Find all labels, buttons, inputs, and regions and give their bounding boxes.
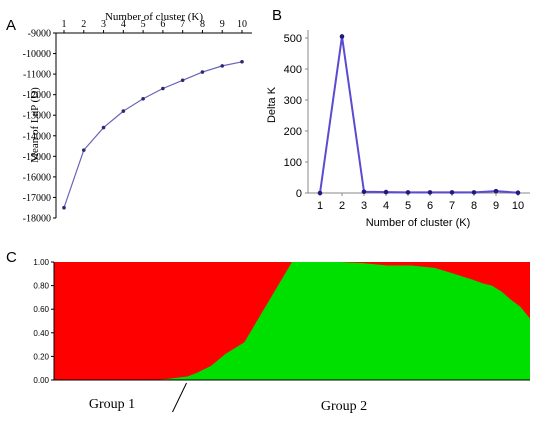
panel-a-y-tick-label: -14000 (23, 131, 51, 142)
panel-b-y-tick-label: 0 (296, 188, 302, 200)
panel-b-y-axis-label: Delta K (266, 86, 278, 123)
group-divider-line (172, 382, 187, 413)
panel-b-y-tick-label: 100 (284, 157, 302, 169)
panel-b-x-tick-label: 6 (427, 200, 433, 212)
panel-b-data-point (361, 189, 367, 195)
panel-b-x-tick-label: 2 (339, 200, 345, 212)
panel-a-x-tick-label: 2 (81, 19, 86, 30)
panel-a-y-tick-label: -16000 (23, 172, 51, 183)
panel-a-data-point (62, 205, 66, 210)
panel-a-data-point (220, 64, 225, 68)
panel-a-data-point (121, 109, 126, 113)
panel-c-green-area (54, 262, 530, 380)
panel-b-x-tick-label: 10 (512, 200, 524, 212)
panel-b-data-point (427, 190, 433, 195)
panel-b-y-tick-label: 400 (284, 64, 302, 76)
group-2-label: Group 2 (321, 399, 367, 414)
panel-b-x-tick-label: 9 (493, 200, 499, 212)
panel-a-x-axis-label: Number of cluster (K) (105, 11, 203, 23)
panel-a-x-tick-label: 9 (220, 19, 225, 30)
panel-a-y-tick-label: -18000 (23, 214, 51, 225)
panel-b-data-point (383, 189, 389, 195)
panel-a-y-tick-label: -11000 (23, 70, 51, 81)
panel-b-x-tick-label: 4 (383, 200, 389, 212)
panel-a-y-tick-label: -15000 (23, 152, 51, 163)
group-1-label: Group 1 (89, 397, 135, 412)
panel-b-x-tick-label: 3 (361, 200, 367, 212)
panel-c-y-tick-label: 0.20 (33, 352, 49, 361)
panel-a-x-tick-label: 8 (200, 19, 205, 30)
panel-a-x-tick-label: 4 (121, 19, 126, 30)
panel-c-chart: Group 1 Group 2 0.00 0.20 0.40 0.60 0.80 1.00 (33, 258, 530, 414)
panel-a-x-tick-label: 10 (237, 19, 247, 30)
panel-a-y-tick-label: -12000 (23, 90, 51, 101)
panel-b-data-point (317, 190, 323, 196)
panel-letter-b: B (272, 7, 282, 24)
panel-b-y-tick-label: 300 (284, 95, 302, 107)
panel-a-data-point (141, 96, 145, 101)
panel-b-x-tick-label: 7 (449, 200, 455, 212)
panel-a-x-tick-label: 7 (180, 19, 185, 30)
panel-b-data-point (449, 190, 455, 195)
panel-b-chart: Number of cluster (K) Delta K 0 100 200 300… (266, 30, 530, 229)
panel-b-y-tick-label: 200 (284, 126, 302, 138)
panel-a-x-tick-label: 3 (101, 19, 106, 30)
panel-b-x-tick-label: 5 (405, 200, 411, 212)
panel-c-y-tick-label: 0.80 (33, 282, 49, 291)
panel-a-data-point (180, 78, 185, 83)
panel-a-data-point (81, 148, 86, 152)
panel-c-y-tick-label: 0.00 (33, 376, 49, 385)
panel-a-y-tick-label: -17000 (23, 193, 51, 204)
panel-b-x-tick-label: 1 (317, 200, 323, 212)
panel-a-y-tick-label: -9000 (28, 29, 51, 40)
panel-c-y-tick-label: 0.40 (33, 329, 49, 338)
panel-a-x-tick-label: 6 (160, 19, 165, 30)
panel-b-x-tick-label: 8 (471, 200, 477, 212)
panel-b-data-point (471, 190, 477, 195)
panel-a-y-tick-label: -13000 (23, 111, 51, 122)
panel-b-y-tick-label: 500 (284, 33, 302, 45)
panel-c-y-tick-label: 0.60 (33, 305, 49, 314)
panel-a-x-tick-label: 1 (62, 19, 67, 30)
panel-a-data-point (161, 86, 165, 91)
panel-letter-a: A (6, 17, 16, 34)
panel-a-y-axis-label: Mean of LnP (D) (29, 87, 41, 163)
panel-letter-c: C (6, 249, 17, 266)
panel-b-data-point (493, 188, 499, 194)
panel-a-y-tick-label: -10000 (23, 49, 51, 60)
panel-a-data-point (240, 59, 244, 64)
panel-b-data-point (515, 190, 521, 195)
panel-b-series-line (319, 36, 519, 194)
panel-a-x-tick-label: 5 (141, 19, 146, 30)
panel-c-y-tick-label: 1.00 (33, 258, 49, 267)
panel-a-data-point (101, 125, 106, 130)
panel-a-chart: Number of cluster (K) Mean of LnP (D) -9… (23, 11, 252, 225)
panel-a-series-line (63, 61, 243, 208)
panel-b-x-axis-label: Number of cluster (K) (366, 217, 471, 229)
panel-b-data-point (405, 190, 411, 195)
panel-b-data-point (339, 34, 345, 39)
panel-a-data-point (200, 70, 205, 74)
